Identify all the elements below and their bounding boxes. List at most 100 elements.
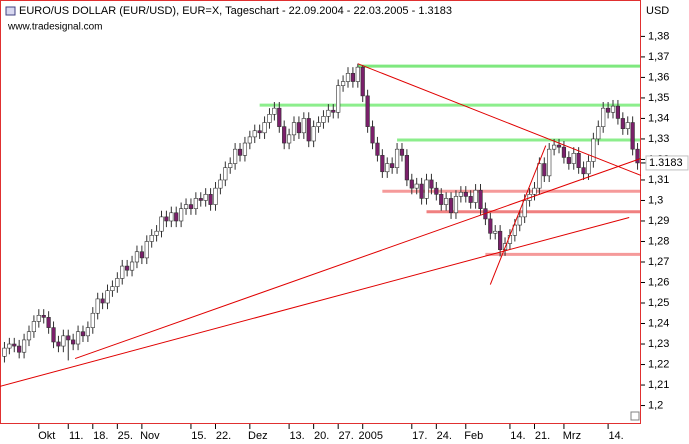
candle-body <box>478 189 483 209</box>
y-tick-label: 1,23 <box>648 338 669 350</box>
candle-body <box>596 126 601 140</box>
candle-body <box>591 138 596 162</box>
trend-line <box>357 63 642 176</box>
candle-body <box>336 85 341 113</box>
candle-body <box>154 230 159 236</box>
candle-body <box>620 118 625 129</box>
candle-body <box>26 331 32 341</box>
y-tick-label: 1,34 <box>648 112 669 124</box>
candle-body <box>75 331 81 345</box>
candle-body <box>218 179 223 189</box>
candle-body <box>169 212 174 222</box>
candle-body <box>576 152 581 168</box>
candle-body <box>85 327 90 337</box>
candle-body <box>360 66 365 97</box>
candle-body <box>586 161 591 175</box>
candle-body <box>365 95 370 127</box>
candle-body <box>635 148 640 164</box>
candle-body <box>424 179 429 199</box>
x-tick-label: Mrz <box>563 430 581 442</box>
x-tick-label: 27. <box>339 430 354 442</box>
y-tick-label: 1,29 <box>648 215 669 227</box>
candle-body <box>272 107 277 115</box>
candle-body <box>488 218 493 234</box>
candle-body <box>17 345 22 353</box>
y-tick-label: 1,31 <box>648 174 669 186</box>
candle-body <box>385 163 390 173</box>
y-tick-label: 1,3 <box>648 194 663 206</box>
candle-body <box>179 208 184 222</box>
candle-body <box>512 224 517 236</box>
candle-body <box>326 109 331 117</box>
candle-body <box>355 66 360 82</box>
y-tick-label: 1,24 <box>648 317 669 329</box>
x-tick-label: 15. <box>191 430 206 442</box>
candle-body <box>522 200 527 218</box>
trend-line <box>74 157 642 360</box>
y-tick-label: 1,26 <box>648 276 669 288</box>
candle-body <box>429 179 434 189</box>
candle-body <box>561 146 567 158</box>
candle-body <box>458 191 463 197</box>
candle-body <box>105 290 110 304</box>
candle-body <box>149 235 154 242</box>
candle-body <box>208 194 213 205</box>
candle-body <box>134 251 140 263</box>
x-tick-label: Feb <box>464 430 483 442</box>
candle-body <box>517 216 522 226</box>
candle-body <box>468 196 473 203</box>
candle-body <box>159 216 164 232</box>
candle-body <box>615 105 621 119</box>
x-tick-label: 20. <box>314 430 329 442</box>
candle-body <box>532 187 537 195</box>
candle-body <box>439 194 444 205</box>
candle-body <box>291 122 297 136</box>
y-tick-label: 1,2 <box>648 399 663 411</box>
candle-body <box>125 265 130 271</box>
candle-body <box>71 339 76 345</box>
candle-body <box>394 148 400 168</box>
x-tick-label: Dez <box>248 430 268 442</box>
candle-body <box>404 155 409 181</box>
last-price-label: 1.3183 <box>649 157 683 169</box>
chart-icon <box>5 6 16 16</box>
candle-body <box>183 204 189 209</box>
candle-body <box>188 204 194 209</box>
y-tick-label: 1,35 <box>648 92 669 104</box>
candle-body <box>80 331 86 337</box>
x-tick-label: 17. <box>412 430 427 442</box>
candle-body <box>625 122 630 129</box>
candle-body <box>399 148 405 156</box>
candle-body <box>556 144 562 148</box>
candle-body <box>316 122 321 127</box>
candle-body <box>340 81 346 86</box>
candle-body <box>21 339 27 353</box>
candle-body <box>7 343 12 349</box>
candle-body <box>267 114 272 123</box>
candle-body <box>321 116 326 123</box>
candle-body <box>203 194 208 201</box>
x-tick-label: Nov <box>140 430 160 442</box>
candle-body <box>66 335 71 341</box>
candle-body <box>605 107 611 113</box>
candle-body <box>286 134 292 144</box>
candle-body <box>542 163 547 177</box>
candle-body <box>434 187 439 195</box>
candle-body <box>375 142 380 156</box>
candle-body <box>164 216 169 222</box>
candle-body <box>100 298 105 304</box>
candle-body <box>463 191 468 197</box>
candle-body <box>390 163 395 168</box>
candle-body <box>380 155 385 173</box>
candle-body <box>547 148 552 177</box>
candle-body <box>223 167 228 181</box>
y-tick-label: 1,33 <box>648 133 669 145</box>
candle-body <box>566 157 571 164</box>
trend-line <box>0 217 630 387</box>
candle-body <box>262 122 267 134</box>
candle-body <box>552 144 557 150</box>
y-axis-label: USD <box>646 5 669 17</box>
candle-body <box>139 251 144 259</box>
candle-body <box>537 163 542 189</box>
